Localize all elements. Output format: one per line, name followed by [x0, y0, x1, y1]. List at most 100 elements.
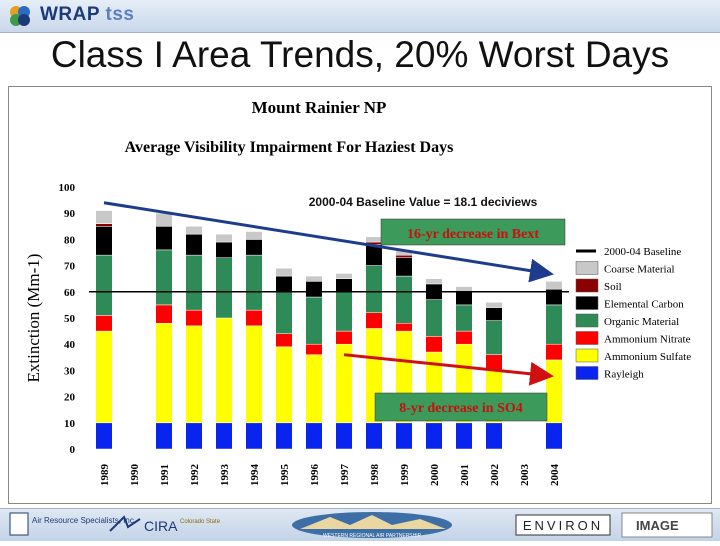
bar-segment	[245, 309, 263, 327]
legend-label: Organic Material	[604, 316, 679, 328]
bar-segment	[305, 343, 323, 355]
cira-logo: CIRA Colorado State	[109, 515, 221, 534]
bar-segment	[215, 257, 233, 319]
x-tick-label: 1995	[279, 464, 291, 487]
bar-segment	[365, 236, 383, 243]
bar-segment	[185, 226, 203, 235]
bar-segment	[95, 210, 113, 224]
footer-bar: Air Resource Specialists, Inc. CIRA Colo…	[0, 508, 720, 541]
legend-label: Coarse Material	[604, 264, 675, 276]
logo-sub: tss	[105, 4, 135, 25]
bar-segment	[215, 241, 233, 258]
bar-segment	[455, 291, 473, 306]
stacked-bar-chart: Mount Rainier NP Average Visibility Impai…	[24, 98, 691, 487]
bar-segment	[365, 422, 383, 450]
x-tick-label: 2004	[549, 464, 561, 487]
y-tick-label: 100	[59, 182, 76, 194]
bar-segment	[485, 422, 503, 450]
x-tick-label: 2001	[459, 464, 471, 486]
bar-segment	[95, 223, 113, 227]
image-logo: IMAGE	[621, 512, 713, 538]
legend-swatch	[575, 261, 599, 275]
bar-segment	[95, 315, 113, 332]
legend-swatch	[575, 313, 599, 328]
slide-title: Class I Area Trends, 20% Worst Days	[50, 34, 670, 75]
x-tick-label: 1990	[129, 464, 141, 487]
logo-main: WRAP	[40, 4, 100, 25]
bar-segment	[305, 354, 323, 424]
x-tick-label: 1994	[249, 464, 261, 487]
baseline-annotation: 2000-04 Baseline Value = 18.1 deciviews	[309, 195, 538, 209]
bar-segment	[185, 254, 203, 311]
bar-segment	[155, 322, 173, 424]
footer-logo-text: Air Resource Specialists, Inc.	[32, 516, 136, 525]
bar-segment	[425, 299, 443, 337]
header-bar: WRAP tss	[0, 0, 720, 33]
bar-segment	[545, 304, 563, 345]
y-tick-label: 10	[64, 418, 76, 430]
x-tick-label: 1989	[99, 464, 111, 487]
callout-text-bext: 16-yr decrease in Bext	[407, 227, 539, 242]
bar-segment	[155, 249, 173, 306]
y-tick-label: 70	[64, 261, 76, 273]
bar-segment	[95, 226, 113, 256]
legend-swatch	[575, 348, 599, 363]
bar-segment	[305, 281, 323, 298]
y-tick-label: 90	[64, 208, 76, 220]
bar-segment	[395, 422, 413, 450]
x-tick-label: 1999	[399, 464, 411, 487]
bar-segment	[305, 296, 323, 345]
legend-label: 2000-04 Baseline	[604, 246, 681, 258]
legend-swatch	[575, 366, 599, 380]
x-tick-label: 1996	[309, 464, 321, 487]
x-tick-label: 1992	[189, 464, 201, 487]
y-tick-label: 20	[64, 392, 76, 404]
bar-segment	[185, 309, 203, 327]
wrap-partnership-logo: WESTERN REGIONAL AIR PARTNERSHIP	[292, 512, 452, 539]
bar-segment	[545, 422, 563, 450]
legend-label: Ammonium Nitrate	[604, 334, 691, 346]
bar-segment	[335, 291, 353, 332]
bar-segment	[455, 286, 473, 293]
wrap-logo-icon	[10, 6, 30, 26]
bar-segment	[395, 257, 413, 277]
legend-swatch	[575, 296, 599, 310]
bar-segment	[305, 275, 323, 282]
bar-segment	[245, 239, 263, 256]
ars-logo: Air Resource Specialists, Inc.	[9, 512, 136, 536]
footer-logo-text: Colorado State	[180, 519, 221, 525]
x-tick-label: 1997	[339, 464, 351, 487]
bar-segment	[245, 231, 263, 240]
y-tick-label: 30	[64, 365, 76, 377]
bar-segment	[425, 422, 443, 450]
y-tick-label: 80	[64, 234, 76, 246]
bar-segment	[215, 317, 233, 424]
legend-swatch	[575, 278, 599, 293]
bar-segment	[215, 233, 233, 243]
chart-subtitle: Average Visibility Impairment For Hazies…	[125, 139, 454, 156]
callout-box-bext	[380, 218, 566, 246]
bar-segment	[245, 422, 263, 450]
chart-title: Mount Rainier NP	[252, 98, 387, 117]
bar-segment	[155, 226, 173, 251]
y-tick-label: 0	[70, 444, 76, 456]
bar-segment	[365, 312, 383, 329]
bar-segment	[485, 320, 503, 355]
y-axis-label: Extinction (Mm-1)	[24, 254, 43, 383]
bar-segment	[95, 254, 113, 316]
bar-segment	[275, 346, 293, 424]
wrap-logo: WRAP tss	[40, 4, 134, 26]
bar-segment	[95, 330, 113, 424]
bar-segment	[335, 422, 353, 450]
bar-segment	[275, 267, 293, 277]
bar-segment	[95, 422, 113, 450]
bar-segment	[275, 422, 293, 450]
callout-text-so4: 8-yr decrease in SO4	[399, 401, 523, 416]
x-tick-label: 1991	[159, 464, 171, 486]
bar-segment	[215, 422, 233, 450]
legend-label: Elemental Carbon	[604, 299, 684, 311]
bar-segment	[335, 330, 353, 345]
footer-logo-text: IMAGE	[636, 518, 679, 533]
bar-segment	[455, 422, 473, 450]
y-tick-label: 60	[64, 287, 76, 299]
